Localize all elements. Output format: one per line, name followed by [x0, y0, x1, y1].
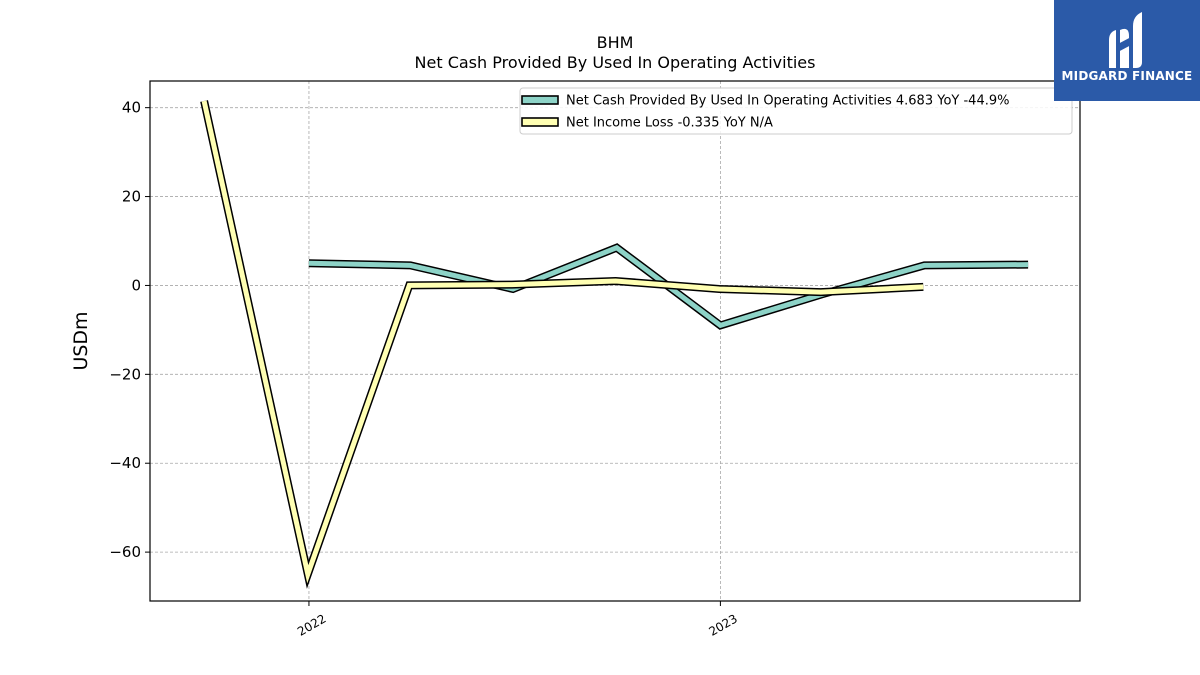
- brand-logo: MIDGARD FINANCE: [1054, 0, 1200, 101]
- legend-entry-label: Net Income Loss -0.335 YoY N/A: [566, 116, 773, 131]
- series-2: [200, 100, 924, 589]
- brand-name: MIDGARD FINANCE: [1061, 69, 1193, 83]
- y-tick-label: 40: [122, 99, 141, 117]
- chart-title: BHM: [597, 33, 634, 52]
- grid-layer: [150, 81, 1080, 601]
- y-tick-label: 20: [122, 188, 141, 206]
- series-line: [201, 100, 924, 584]
- y-tick-label: −20: [109, 365, 141, 383]
- y-tick-label: −60: [109, 543, 141, 561]
- x-tick-label: 2023: [706, 611, 739, 638]
- ticks-layer: 40 20 0 −20 −40 −60 2022 2023: [109, 99, 740, 639]
- legend-swatch: [521, 95, 559, 105]
- y-axis-label: USDm: [70, 311, 92, 370]
- plot-frame: [149, 80, 1081, 602]
- y-tick-label: −40: [109, 454, 141, 472]
- legend-entry-label: Net Cash Provided By Used In Operating A…: [566, 94, 1009, 109]
- midgard-logo-icon: [1109, 12, 1142, 68]
- legend-swatch: [521, 117, 559, 127]
- x-tick-label: 2022: [295, 611, 328, 638]
- legend: Net Cash Provided By Used In Operating A…: [519, 87, 1073, 135]
- series-layer: [200, 100, 1029, 589]
- y-tick-label: 0: [131, 276, 141, 294]
- legend-box: [519, 87, 1073, 135]
- series-line-outline: [200, 100, 924, 589]
- chart-subtitle: Net Cash Provided By Used In Operating A…: [415, 53, 816, 72]
